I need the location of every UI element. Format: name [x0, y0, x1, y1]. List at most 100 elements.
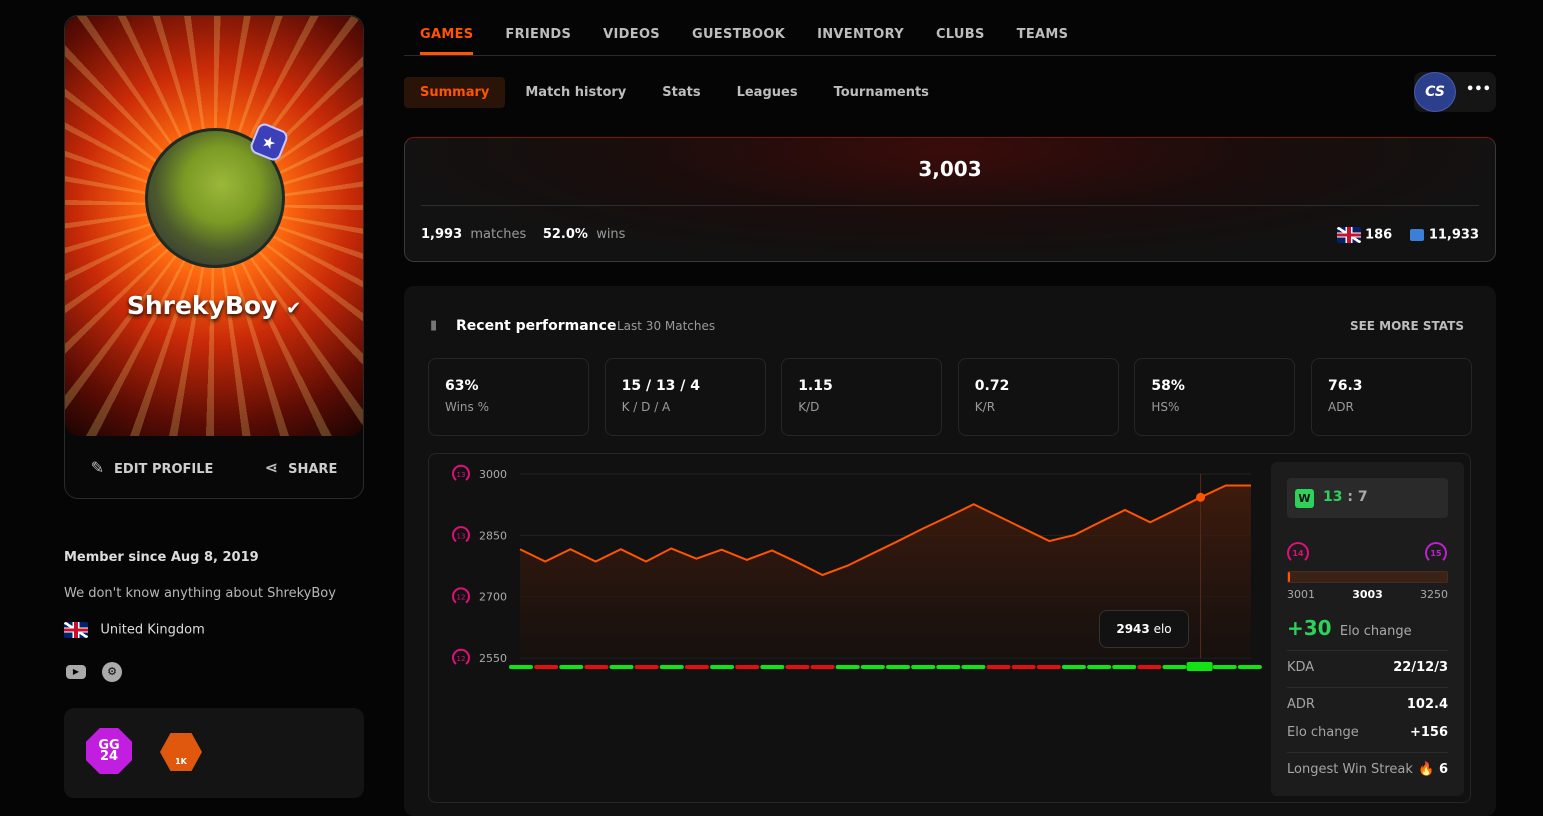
result-bar-win [1186, 662, 1213, 671]
tab-inventory[interactable]: INVENTORY [817, 27, 904, 42]
y-tick-label: 3000 [479, 468, 507, 481]
performance-title: Recent performance [456, 318, 617, 334]
match-result[interactable]: W 13 : 7 [1287, 478, 1448, 518]
result-bar-win [710, 665, 735, 669]
edit-profile-button[interactable]: ✎ EDIT PROFILE [90, 457, 214, 477]
elo-progress-bar [1287, 571, 1448, 583]
subtab-summary[interactable]: Summary [404, 76, 506, 108]
verified-icon: ✔ [286, 298, 302, 319]
stat-box: 63% Wins % [428, 358, 589, 436]
stat-value: 0.72 [974, 378, 1010, 394]
more-options-button[interactable]: ••• [1466, 82, 1491, 97]
subtab-tournaments[interactable]: Tournaments [833, 84, 929, 100]
country-rank[interactable]: 186 [1365, 227, 1393, 243]
tab-teams[interactable]: TEAMS [1016, 27, 1069, 42]
level-15-icon: 15 [1425, 542, 1447, 564]
country: United Kingdom [64, 622, 205, 638]
subtab-stats[interactable]: Stats [662, 84, 701, 100]
level-icon [452, 648, 470, 665]
result-bar-loss [986, 665, 1011, 669]
result-bar-loss [1011, 665, 1036, 669]
tab-clubs[interactable]: CLUBS [935, 27, 985, 42]
result-bar-win [659, 665, 684, 669]
cs-game-icon[interactable]: CS [1414, 72, 1456, 112]
tab-videos[interactable]: VIDEOS [603, 27, 660, 42]
result-bar-win [1087, 665, 1112, 669]
result-bar-loss [634, 665, 659, 669]
tab-guestbook[interactable]: GUESTBOOK [691, 27, 786, 42]
result-bar-win [1162, 665, 1187, 669]
share-icon: ⋖ [264, 457, 279, 477]
stat-label: ADR [1328, 400, 1354, 414]
game-selector: CS ••• [1414, 72, 1496, 112]
result-bar-win [911, 665, 936, 669]
region-icon [1410, 229, 1425, 241]
result-bar-win [1212, 665, 1237, 669]
result-bar-win [1112, 665, 1137, 669]
stat-value: 76.3 [1328, 378, 1363, 394]
result-bar-loss [534, 665, 559, 669]
fire-icon: 🔥 [1418, 762, 1435, 777]
tab-friends[interactable]: FRIENDS [505, 27, 572, 42]
result-bar-loss [810, 665, 835, 669]
adr-row: ADR 102.4 [1287, 697, 1448, 712]
elo-change: +30 Elo change [1287, 616, 1412, 640]
chart-tooltip: 2943 elo [1099, 610, 1189, 648]
tab-games[interactable]: GAMES [404, 15, 489, 55]
result-bar-loss [584, 665, 609, 669]
subtab-match-history[interactable]: Match history [525, 84, 627, 100]
stat-label: K / D / A [621, 400, 671, 414]
elo-card: 3,003 1,993 matches 52.0% wins 186 11,93… [404, 137, 1496, 262]
stat-value: 15 / 13 / 4 [621, 378, 701, 394]
level-label: 13 [457, 471, 466, 479]
chart-area [520, 485, 1251, 658]
match-detail-panel: W 13 : 7 14 15 3001 3003 3250 +30 Elo chan… [1271, 462, 1464, 796]
youtube-icon[interactable]: ▶ [66, 665, 86, 679]
stat-box: 0.72 K/R [957, 358, 1119, 436]
result-bar-loss [735, 665, 760, 669]
uk-flag-icon [1336, 227, 1361, 243]
subtab-leagues[interactable]: Leagues [736, 84, 798, 100]
level-label: 12 [457, 655, 466, 663]
sub-tabs: Summary Match history Stats Leagues Tour… [404, 76, 949, 108]
result-bar-win [1061, 665, 1086, 669]
result-bar-win [559, 665, 584, 669]
stat-label: Wins % [445, 400, 490, 414]
stat-box: 15 / 13 / 4 K / D / A [604, 358, 766, 436]
level-icon [452, 587, 470, 604]
see-more-stats-link[interactable]: SEE MORE STATS [1349, 319, 1464, 333]
result-bar-loss [684, 665, 709, 669]
elo-change-row: Elo change +156 [1287, 725, 1448, 740]
result-bar-win [961, 665, 986, 669]
result-bar-win [936, 665, 961, 669]
pencil-icon: ✎ [90, 457, 105, 477]
share-button[interactable]: ⋖ SHARE [264, 457, 338, 477]
profile-card: ★ ShrekyBoy ✔ ✎ EDIT PROFILE ⋖ SHARE [64, 15, 364, 499]
elo-line [519, 484, 1251, 577]
elo-chart-svg: 3000 13 2850 13 2700 12 2550 12 [452, 464, 1262, 671]
1k-badge-icon[interactable]: 1K [160, 733, 202, 771]
win-badge: W [1295, 489, 1314, 508]
steam-icon[interactable]: ⚙ [102, 662, 122, 682]
gg24-badge-icon[interactable]: GG 24 [86, 728, 132, 774]
region-rank[interactable]: 11,933 [1428, 227, 1479, 243]
level-icon [452, 464, 470, 481]
result-bar-loss [1137, 665, 1162, 669]
stat-value: 63% [445, 378, 479, 394]
stat-box: 76.3 ADR [1311, 358, 1472, 436]
stat-label: HS% [1151, 400, 1180, 414]
level-label: 12 [457, 594, 466, 602]
stat-value: 1.15 [798, 378, 833, 394]
result-bar-win [835, 665, 860, 669]
elo-chart: 3000 13 2850 13 2700 12 2550 12 2943 elo W 13 :… [428, 453, 1471, 803]
result-bar-win [886, 665, 910, 669]
result-bar-win [860, 665, 885, 669]
badges-panel: GG 24 1K [64, 708, 364, 798]
result-bar-loss [785, 665, 810, 669]
result-bar-win [1237, 665, 1262, 669]
level-icon [452, 526, 470, 543]
level-label: 13 [457, 532, 466, 540]
y-tick-label: 2850 [479, 529, 507, 542]
stat-label: K/D [798, 400, 820, 414]
recent-performance-panel: ▮ Recent performance Last 30 Matches SEE… [404, 286, 1496, 816]
